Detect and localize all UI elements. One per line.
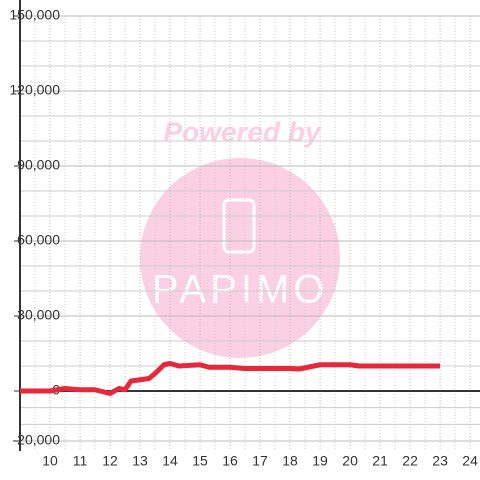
- x-tick-label: 23: [432, 453, 448, 469]
- x-tick-label: 21: [372, 453, 388, 469]
- y-tick-label: 120,000: [9, 82, 60, 98]
- x-tick-label: 14: [162, 453, 178, 469]
- x-tick-label: 11: [73, 453, 88, 469]
- x-tick-label: 15: [192, 453, 208, 469]
- y-tick-label: -20,000: [13, 432, 61, 448]
- y-tick-label: 30,000: [17, 307, 60, 323]
- x-tick-label: 16: [222, 453, 238, 469]
- x-tick-label: 24: [462, 453, 478, 469]
- x-tick-label: 22: [402, 453, 418, 469]
- y-tick-label: 60,000: [17, 232, 60, 248]
- x-tick-label: 18: [282, 453, 298, 469]
- watermark-icon: [222, 198, 256, 254]
- y-tick-label: 150,000: [9, 7, 60, 23]
- line: [20, 361, 441, 396]
- x-tick-label: 10: [42, 453, 58, 469]
- x-tick-label: 13: [132, 453, 148, 469]
- x-tick-label: 12: [102, 453, 118, 469]
- x-tick-label: 17: [252, 453, 268, 469]
- watermark-logo: PAPIMO: [152, 268, 329, 312]
- y-tick-label: 90,000: [17, 157, 60, 173]
- x-tick-label: 19: [312, 453, 328, 469]
- x-tick-label: 20: [342, 453, 358, 469]
- watermark-text: Powered by: [163, 116, 322, 147]
